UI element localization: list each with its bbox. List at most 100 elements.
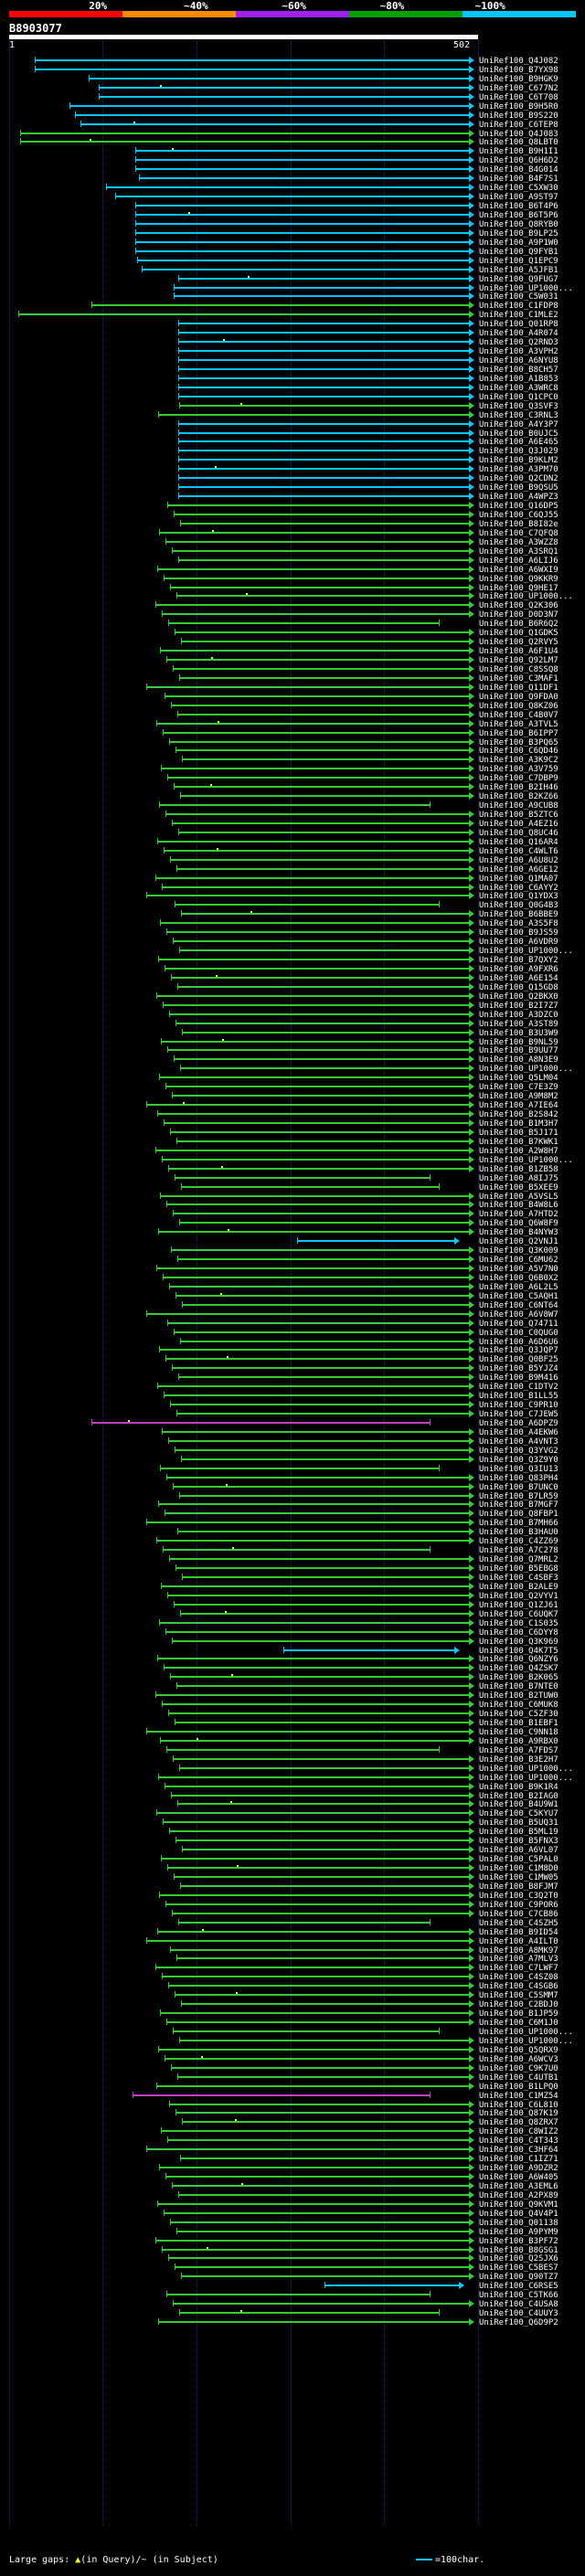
- hit-bar[interactable]: [166, 2294, 430, 2295]
- hit-bar[interactable]: [178, 341, 472, 343]
- hit-bar[interactable]: [174, 1058, 472, 1060]
- hit-label[interactable]: UniRef100_Q9FDA0: [479, 693, 558, 702]
- hit-bar[interactable]: [181, 1186, 439, 1188]
- hit-label[interactable]: UniRef100_C6UQK7: [479, 1610, 558, 1619]
- hit-bar[interactable]: [176, 1685, 472, 1687]
- hit-bar[interactable]: [146, 1521, 472, 1523]
- hit-bar[interactable]: [174, 287, 472, 289]
- hit-label[interactable]: UniRef100_Q8KZ06: [479, 702, 558, 711]
- hit-label[interactable]: UniRef100_C6QJ55: [479, 511, 558, 520]
- hit-label[interactable]: UniRef100_Q6W8F9: [479, 1219, 558, 1228]
- hit-bar[interactable]: [176, 1413, 472, 1415]
- hit-bar[interactable]: [175, 1449, 472, 1451]
- hit-label[interactable]: UniRef100_B7UNC0: [479, 1483, 558, 1492]
- hit-label[interactable]: UniRef100_B6T5P6: [479, 211, 558, 220]
- hit-label[interactable]: UniRef100_B8CH57: [479, 366, 558, 375]
- hit-label[interactable]: UniRef100_B8I82e: [479, 520, 558, 529]
- hit-bar[interactable]: [162, 1159, 472, 1161]
- hit-bar[interactable]: [135, 232, 472, 234]
- hit-label[interactable]: UniRef100_Q16DP5: [479, 502, 558, 511]
- hit-label[interactable]: UniRef100_A6E154: [479, 974, 558, 983]
- hit-bar[interactable]: [167, 1049, 472, 1051]
- hit-label[interactable]: UniRef100_B3U3W9: [479, 1029, 558, 1038]
- hit-bar[interactable]: [166, 1203, 472, 1205]
- hit-bar[interactable]: [161, 2130, 472, 2132]
- hit-bar[interactable]: [142, 269, 472, 270]
- hit-bar[interactable]: [179, 2312, 439, 2314]
- hit-bar[interactable]: [173, 940, 472, 942]
- hit-label[interactable]: UniRef100_Q8FBP1: [479, 1510, 558, 1519]
- hit-label[interactable]: UniRef100_Q1MA07: [479, 875, 558, 884]
- hit-label[interactable]: UniRef100_C6L810: [479, 2101, 558, 2110]
- hit-label[interactable]: UniRef100_Q1ZJ61: [479, 1601, 558, 1610]
- hit-bar[interactable]: [157, 841, 472, 843]
- hit-label[interactable]: UniRef100_A9CUB8: [479, 801, 558, 811]
- hit-label[interactable]: UniRef100_Q16AR4: [479, 838, 558, 847]
- hit-label[interactable]: UniRef100_C4SZ08: [479, 1973, 558, 1982]
- hit-label[interactable]: UniRef100_C1MZ54: [479, 2092, 558, 2101]
- hit-bar[interactable]: [179, 677, 472, 679]
- hit-bar[interactable]: [174, 1876, 472, 1878]
- hit-bar[interactable]: [99, 87, 472, 89]
- hit-label[interactable]: UniRef100_A9PYM9: [479, 2228, 558, 2237]
- hit-bar[interactable]: [159, 1349, 472, 1351]
- hit-bar[interactable]: [178, 323, 472, 324]
- hit-bar[interactable]: [176, 595, 472, 597]
- hit-bar[interactable]: [165, 695, 472, 697]
- hit-label[interactable]: UniRef100_A3V759: [479, 765, 558, 774]
- hit-bar[interactable]: [146, 686, 472, 688]
- hit-label[interactable]: UniRef100_Q9FYB1: [479, 248, 558, 257]
- hit-label[interactable]: UniRef100_A4Y3P7: [479, 420, 558, 429]
- hit-bar[interactable]: [165, 968, 472, 970]
- hit-label[interactable]: UniRef100_A3PM70: [479, 465, 558, 474]
- hit-bar[interactable]: [178, 559, 472, 561]
- hit-label[interactable]: UniRef100_C8WIZ2: [479, 2127, 558, 2136]
- hit-bar[interactable]: [179, 2040, 472, 2041]
- hit-bar[interactable]: [178, 450, 472, 451]
- hit-bar[interactable]: [160, 650, 472, 652]
- hit-bar[interactable]: [162, 1703, 472, 1705]
- hit-bar[interactable]: [146, 1731, 472, 1733]
- hit-bar[interactable]: [182, 2121, 472, 2123]
- hit-label[interactable]: UniRef100_A3TVL5: [479, 720, 558, 729]
- hit-label[interactable]: UniRef100_Q3J029: [479, 447, 558, 456]
- hit-bar[interactable]: [69, 105, 472, 107]
- hit-bar[interactable]: [180, 1067, 472, 1069]
- hit-bar[interactable]: [166, 1477, 472, 1479]
- hit-label[interactable]: UniRef100_B4W8L6: [479, 1201, 558, 1210]
- hit-label[interactable]: UniRef100_A3SRQ1: [479, 547, 558, 557]
- hit-label[interactable]: UniRef100_Q1EPC9: [479, 257, 558, 266]
- hit-bar[interactable]: [159, 1076, 472, 1078]
- hit-bar[interactable]: [172, 1367, 472, 1369]
- hit-bar[interactable]: [169, 1013, 472, 1015]
- hit-bar[interactable]: [178, 423, 472, 425]
- hit-bar[interactable]: [155, 1150, 472, 1151]
- hit-label[interactable]: UniRef100_B9K1R4: [479, 1783, 558, 1792]
- hit-bar[interactable]: [75, 114, 472, 116]
- hit-label[interactable]: UniRef100_C9NN18: [479, 1728, 558, 1737]
- hit-bar[interactable]: [176, 868, 472, 870]
- hit-label[interactable]: UniRef100_B1ZB58: [479, 1165, 558, 1174]
- hit-bar[interactable]: [179, 949, 472, 951]
- hit-label[interactable]: UniRef100_C6M1J0: [479, 2019, 558, 2028]
- hit-bar[interactable]: [166, 659, 472, 661]
- hit-bar[interactable]: [157, 568, 472, 570]
- hit-bar[interactable]: [163, 732, 472, 734]
- hit-label[interactable]: UniRef100_B1M3H7: [479, 1119, 558, 1129]
- hit-bar[interactable]: [115, 196, 472, 197]
- hit-bar[interactable]: [179, 1222, 472, 1224]
- hit-label[interactable]: UniRef100_B9ID54: [479, 1928, 558, 1937]
- hit-label[interactable]: UniRef100_C6DYY8: [479, 1628, 558, 1638]
- hit-bar[interactable]: [181, 1458, 472, 1460]
- hit-label[interactable]: UniRef100_Q9FUG7: [479, 275, 558, 284]
- hit-bar[interactable]: [170, 2221, 472, 2223]
- hit-bar[interactable]: [163, 1821, 472, 1823]
- hit-label[interactable]: UniRef100_Q3SVF3: [479, 402, 558, 411]
- hit-label[interactable]: UniRef100_A7HTD2: [479, 1210, 558, 1219]
- hit-label[interactable]: UniRef100_C3Q2T0: [479, 1892, 558, 1901]
- hit-bar[interactable]: [155, 604, 472, 606]
- hit-label[interactable]: UniRef100_B7QXY2: [479, 956, 558, 965]
- hit-label[interactable]: UniRef100_B7YX98: [479, 66, 558, 75]
- hit-label[interactable]: UniRef100_B4NYW3: [479, 1228, 558, 1237]
- hit-bar[interactable]: [175, 631, 472, 633]
